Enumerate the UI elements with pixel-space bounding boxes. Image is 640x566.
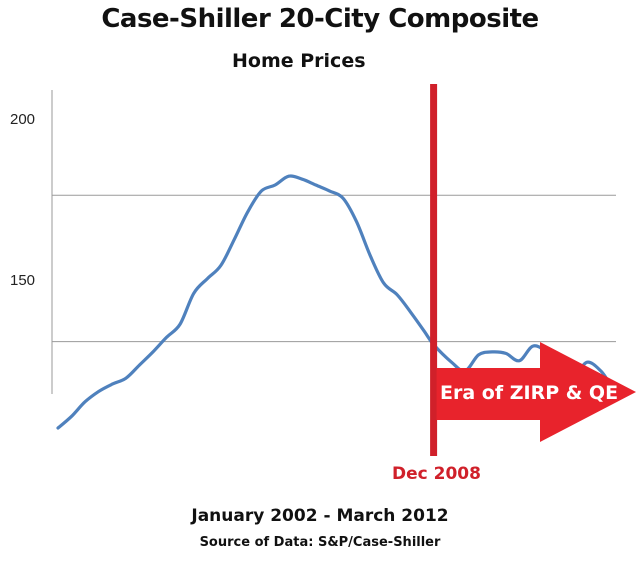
y-tick-label-150: 150 [10, 272, 36, 289]
annotation-label: Era of ZIRP & QE [440, 382, 619, 404]
series-line [56, 174, 612, 430]
y-tick-label-200: 200 [10, 111, 36, 128]
chart-title: Case-Shiller 20-City Composite [101, 4, 539, 34]
marker-line [430, 84, 438, 456]
x-axis-label: January 2002 - March 2012 [191, 506, 449, 526]
chart-subtitle: Home Prices [232, 50, 366, 72]
marker-label: Dec 2008 [392, 464, 481, 484]
source-note: Source of Data: S&P/Case-Shiller [199, 535, 441, 550]
annotation-arrow [436, 342, 636, 442]
